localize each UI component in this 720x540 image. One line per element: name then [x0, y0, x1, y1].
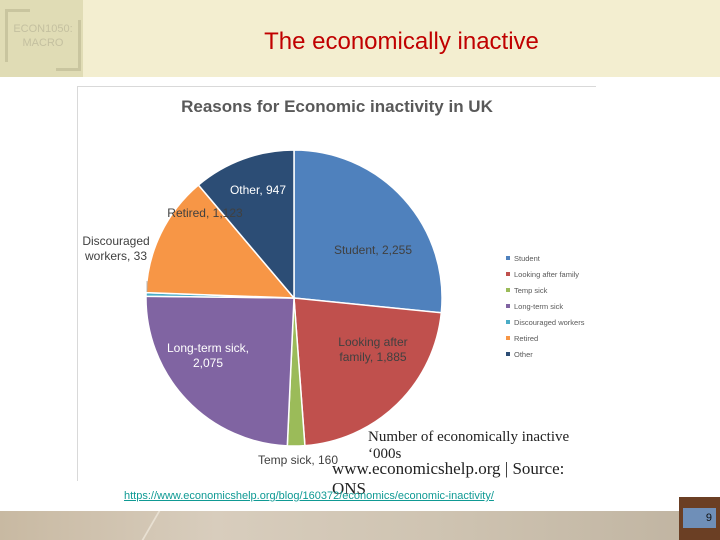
label-family-line2: family, 1,885	[339, 350, 407, 364]
pie-chart: Reasons for Economic inactivity in UK St…	[77, 86, 596, 498]
label-long-term-line1: Long-term sick,	[166, 341, 250, 355]
page-number-badge: 9	[679, 497, 720, 540]
footer-decoration	[141, 511, 161, 540]
legend-item-long-term-sick: Long-term sick	[506, 298, 584, 314]
label-discouraged-line2: workers, 33	[84, 249, 148, 263]
monitor-icon	[683, 508, 716, 528]
label-discouraged-line1: Discouraged	[82, 234, 150, 248]
slice-other	[197, 149, 295, 301]
label-family-line1: Looking after	[338, 335, 408, 349]
logo-bracket-left	[5, 9, 30, 62]
source-link[interactable]: https://www.economicshelp.org/blog/16037…	[124, 490, 494, 502]
legend-swatch	[506, 288, 510, 292]
course-logo: ECON1050: MACRO	[0, 0, 83, 77]
legend-swatch	[506, 272, 510, 276]
legend-item-temp-sick: Temp sick	[506, 282, 584, 298]
slice-student	[293, 149, 443, 314]
legend-item-student: Student	[506, 250, 584, 266]
logo-text: ECON1050: MACRO	[8, 22, 78, 50]
page-number: 9	[705, 512, 712, 524]
logo-line-1: ECON1050:	[13, 23, 73, 35]
legend-swatch	[506, 256, 510, 260]
footer-band	[0, 511, 720, 540]
label-long-term-line2: 2,075	[192, 356, 224, 370]
logo-line-2: MACRO	[22, 37, 64, 49]
label-other: Other, 947	[229, 183, 287, 197]
legend-item-other: Other	[506, 346, 584, 362]
logo-bracket-right	[56, 20, 81, 71]
label-temp-sick: Temp sick, 160	[257, 453, 339, 467]
source-note: www.economicshelp.org | Source: ONS	[332, 459, 565, 498]
units-note: Number of economically inactive ‘000s	[368, 429, 570, 462]
label-student: Student, 2,255	[333, 243, 413, 257]
pie-graphic	[145, 149, 443, 447]
legend-item-discouraged: Discouraged workers	[506, 314, 584, 330]
legend-item-family: Looking after family	[506, 266, 584, 282]
label-retired: Retired, 1,123	[167, 206, 243, 220]
chart-legend: Student Looking after family Temp sick L…	[506, 250, 584, 362]
legend-swatch	[506, 352, 510, 356]
slide-header: ECON1050: MACRO The economically inactiv…	[0, 0, 720, 77]
slice-long-term-sick	[145, 295, 295, 447]
chart-title: Reasons for Economic inactivity in UK	[181, 97, 493, 116]
legend-item-retired: Retired	[506, 330, 584, 346]
slice-looking-after-family	[293, 297, 443, 447]
slide-title: The economically inactive	[264, 28, 539, 55]
legend-swatch	[506, 336, 510, 340]
legend-swatch	[506, 304, 510, 308]
legend-swatch	[506, 320, 510, 324]
